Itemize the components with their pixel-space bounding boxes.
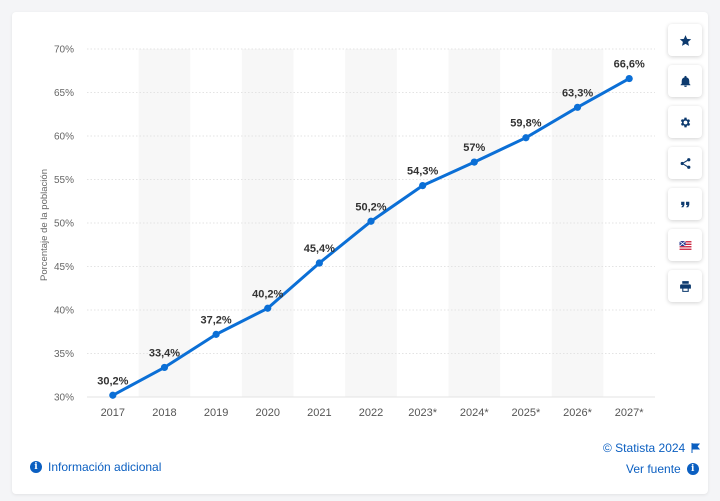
flag-marker-icon bbox=[691, 443, 701, 453]
data-label: 50,2% bbox=[355, 201, 386, 213]
data-label: 59,8% bbox=[510, 118, 541, 130]
data-label: 40,2% bbox=[252, 288, 283, 300]
data-labels: 30,2% 33,4% 37,2% 40,2% 45,4% 50,2% 54,3% 57% 59… bbox=[97, 59, 645, 388]
x-tick-label: 2025* bbox=[512, 407, 541, 419]
y-tick-label: 70% bbox=[54, 45, 74, 56]
language-button[interactable] bbox=[668, 229, 702, 261]
x-tick-label: 2020 bbox=[255, 407, 279, 419]
data-point[interactable] bbox=[573, 103, 582, 111]
share-button[interactable] bbox=[668, 147, 702, 179]
data-label: 30,2% bbox=[97, 375, 128, 387]
y-tick-label: 30% bbox=[54, 393, 74, 404]
data-point[interactable] bbox=[625, 74, 633, 83]
additional-info-link[interactable]: i Información adicional bbox=[30, 460, 161, 474]
y-tick-label: 35% bbox=[54, 349, 74, 360]
y-tick-label: 65% bbox=[54, 88, 74, 99]
favorite-button[interactable] bbox=[668, 24, 702, 56]
x-tick-label: 2019 bbox=[204, 407, 228, 419]
print-button[interactable] bbox=[668, 270, 702, 302]
data-label: 66,6% bbox=[614, 59, 645, 71]
data-point[interactable] bbox=[109, 391, 117, 399]
cite-button[interactable] bbox=[668, 188, 702, 220]
data-label: 63,3% bbox=[562, 87, 593, 99]
column-band bbox=[448, 49, 501, 397]
y-axis-ticks: 30% 35% 40% 45% 50% 55% 60% 65% 70% bbox=[54, 45, 74, 404]
data-label: 54,3% bbox=[407, 166, 438, 178]
settings-button[interactable] bbox=[668, 106, 702, 138]
x-tick-label: 2023* bbox=[408, 407, 437, 419]
data-point[interactable] bbox=[470, 158, 478, 166]
print-icon bbox=[679, 280, 691, 292]
x-tick-label: 2017 bbox=[101, 407, 125, 419]
x-tick-label: 2027* bbox=[615, 407, 644, 419]
x-tick-label: 2021 bbox=[307, 407, 331, 419]
star-icon bbox=[679, 34, 691, 46]
x-tick-label: 2018 bbox=[152, 407, 176, 419]
notification-button[interactable] bbox=[668, 65, 702, 97]
view-source-link[interactable]: Ver fuente i bbox=[626, 462, 699, 476]
copyright-link[interactable]: © Statista 2024 bbox=[603, 441, 701, 455]
data-point[interactable] bbox=[160, 363, 169, 372]
info-icon: i bbox=[30, 461, 42, 473]
toolbar bbox=[668, 24, 702, 302]
data-point[interactable] bbox=[367, 217, 375, 225]
x-tick-label: 2026* bbox=[563, 407, 592, 419]
data-label: 33,4% bbox=[149, 347, 180, 359]
copyright-label: © Statista 2024 bbox=[603, 441, 686, 455]
data-points bbox=[109, 74, 633, 399]
y-tick-label: 40% bbox=[54, 306, 74, 317]
gear-icon bbox=[680, 117, 690, 127]
y-tick-label: 50% bbox=[54, 219, 74, 230]
bell-icon bbox=[680, 75, 690, 87]
data-point[interactable] bbox=[264, 304, 272, 312]
share-icon bbox=[680, 157, 690, 169]
y-axis-label: Porcentaje de la población bbox=[39, 169, 50, 281]
data-point[interactable] bbox=[315, 259, 323, 267]
data-label: 37,2% bbox=[200, 314, 231, 326]
gridlines bbox=[87, 48, 655, 398]
x-tick-label: 2024* bbox=[460, 407, 489, 419]
data-point[interactable] bbox=[522, 134, 530, 142]
y-tick-label: 45% bbox=[54, 262, 74, 273]
additional-info-label: Información adicional bbox=[48, 460, 162, 474]
quote-icon bbox=[680, 201, 689, 207]
x-tick-label: 2022 bbox=[359, 407, 383, 419]
view-source-label: Ver fuente bbox=[626, 462, 681, 476]
flag-icon bbox=[678, 240, 691, 250]
data-point[interactable] bbox=[419, 181, 427, 190]
y-tick-label: 55% bbox=[54, 175, 74, 186]
data-label: 45,4% bbox=[304, 243, 335, 255]
y-tick-label: 60% bbox=[54, 132, 74, 143]
data-label: 57% bbox=[463, 142, 485, 154]
source-info-icon: i bbox=[686, 463, 699, 475]
data-point[interactable] bbox=[212, 330, 220, 338]
x-axis-ticks: 2017 2018 2019 2020 2021 2022 2023* 2024* 2025* 2… bbox=[101, 407, 645, 419]
column-band bbox=[241, 49, 294, 397]
